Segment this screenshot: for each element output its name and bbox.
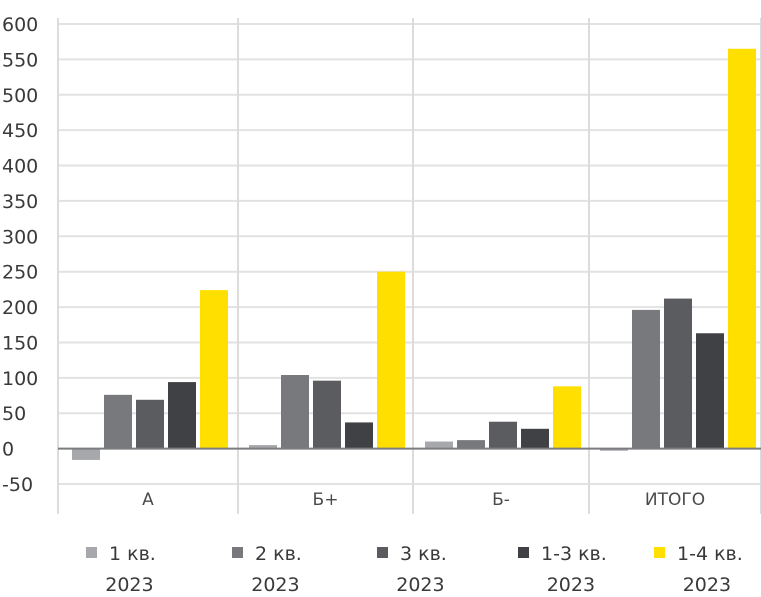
legend-label: 2023: [396, 574, 444, 596]
bar: [696, 333, 724, 449]
bar: [664, 298, 692, 449]
legend-swatch: [654, 547, 665, 558]
y-tick-label: 550: [2, 49, 38, 71]
y-tick-label: 400: [2, 156, 38, 178]
legend-item: 1-3 кв. 2023: [518, 543, 607, 596]
bar: [553, 386, 581, 449]
bar: [632, 309, 660, 449]
y-tick-label: 50: [2, 403, 26, 425]
legend-item: 3 кв. 2023: [377, 543, 447, 596]
bar: [728, 48, 756, 449]
y-tick-label: 100: [2, 368, 38, 390]
legend-label: 2023: [251, 574, 299, 596]
y-tick-label: 450: [2, 120, 38, 142]
legend-label: 2 кв.: [255, 543, 302, 565]
bar: [72, 448, 100, 460]
bar: [249, 445, 277, 449]
bar: [168, 382, 196, 449]
y-tick-label: 0: [2, 439, 14, 461]
legend-label: 1-3 кв.: [541, 543, 607, 565]
x-category-label: Б-: [492, 490, 510, 510]
bar: [425, 441, 453, 449]
y-tick-label: 500: [2, 85, 38, 107]
bar: [136, 399, 164, 449]
legend-swatch: [86, 547, 97, 558]
bar: [377, 271, 405, 449]
legend-label: 1 кв.: [109, 543, 156, 565]
legend-label: 2023: [105, 574, 153, 596]
legend-item: 2 кв. 2023: [232, 543, 302, 596]
legend-swatch: [232, 547, 243, 558]
legend-item: 1-4 кв. 2023: [654, 543, 743, 596]
bar: [104, 394, 132, 449]
legend-label: 2023: [683, 574, 731, 596]
y-tick-label: 600: [2, 14, 38, 36]
y-tick-label: -50: [2, 474, 33, 496]
bar: [281, 375, 309, 449]
legend-label: 2023: [547, 574, 595, 596]
x-category-label: Б+: [313, 490, 339, 510]
y-tick-label: 300: [2, 226, 38, 248]
y-tick-label: 150: [2, 332, 38, 354]
bar: [521, 428, 549, 449]
bar: [313, 380, 341, 449]
legend-swatch: [518, 547, 529, 558]
x-category-label: А: [142, 490, 154, 510]
legend-label: 3 кв.: [400, 543, 447, 565]
x-category-label: ИТОГО: [645, 490, 705, 510]
y-tick-label: 350: [2, 191, 38, 213]
bar: [600, 448, 628, 451]
legend-swatch: [377, 547, 388, 558]
bar: [200, 290, 228, 449]
legend-item: 1 кв. 2023: [86, 543, 156, 596]
y-tick-label: 200: [2, 297, 38, 319]
bar: [489, 421, 517, 449]
y-tick-label: 250: [2, 262, 38, 284]
bar: [345, 422, 373, 449]
bar: [457, 440, 485, 449]
legend-label: 1-4 кв.: [677, 543, 743, 565]
